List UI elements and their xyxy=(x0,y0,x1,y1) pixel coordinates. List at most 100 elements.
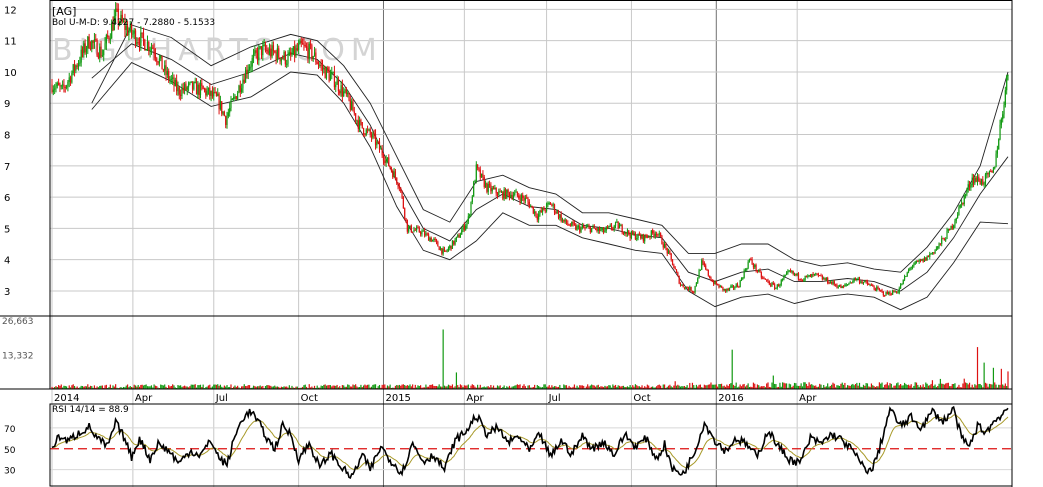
candle-body xyxy=(804,275,806,280)
volume-bar xyxy=(455,372,458,389)
candle-body xyxy=(538,214,540,220)
candle-body xyxy=(828,283,830,285)
volume-bar xyxy=(420,385,422,389)
candle-body xyxy=(559,214,561,218)
volume-bar xyxy=(209,384,211,389)
volume-bar xyxy=(543,384,545,389)
volume-bar xyxy=(519,384,521,389)
volume-bar xyxy=(272,386,275,389)
volume-bar xyxy=(565,385,568,389)
volume-bar xyxy=(198,385,200,389)
candle-body xyxy=(343,91,345,97)
candle-body xyxy=(134,30,137,45)
volume-bar xyxy=(767,382,769,389)
volume-bar xyxy=(459,384,461,389)
candle-body xyxy=(359,120,361,129)
volume-bar xyxy=(742,384,744,389)
volume-bar xyxy=(835,387,837,389)
candle-body xyxy=(365,129,367,135)
candle-body xyxy=(491,188,493,192)
candle-body xyxy=(117,8,119,24)
volume-bar xyxy=(507,387,509,389)
candle-body xyxy=(360,120,362,122)
volume-bar xyxy=(999,384,1001,389)
candle-body xyxy=(58,82,60,86)
volume-bar xyxy=(941,383,943,389)
volume-bar xyxy=(256,386,259,389)
candle-body xyxy=(340,85,342,94)
candle-body xyxy=(92,40,94,43)
candle-body xyxy=(356,120,358,122)
candle-body xyxy=(239,85,241,92)
volume-bar xyxy=(833,383,835,389)
volume-bar xyxy=(666,386,668,389)
candle-body xyxy=(882,291,884,296)
volume-bar xyxy=(317,387,320,389)
volume-bar xyxy=(180,385,182,389)
volume-bar xyxy=(673,385,675,389)
candle-body xyxy=(674,267,676,270)
candle-body xyxy=(648,236,650,238)
candle-body xyxy=(575,224,577,230)
volume-bar xyxy=(386,385,389,389)
volume-bar xyxy=(467,384,469,389)
candle-body xyxy=(264,44,267,50)
volume-bar xyxy=(534,384,536,389)
volume-bar xyxy=(687,387,690,389)
candle-body xyxy=(992,168,995,173)
candle-body xyxy=(233,96,235,99)
volume-bar xyxy=(381,384,383,389)
candle-body xyxy=(751,259,753,265)
volume-bar xyxy=(991,384,993,389)
candle-body xyxy=(584,227,586,229)
volume-bar xyxy=(72,384,74,389)
candle-body xyxy=(677,272,679,276)
candle-body xyxy=(836,285,838,288)
candle-body xyxy=(229,107,231,113)
volume-bar xyxy=(499,385,501,389)
volume-bar xyxy=(150,385,153,389)
candle-body xyxy=(463,225,465,230)
volume-bar xyxy=(870,383,873,389)
volume-bar xyxy=(885,384,887,389)
y-tick-label: 6 xyxy=(4,193,10,204)
volume-bar xyxy=(861,387,863,389)
candle-body xyxy=(857,278,859,280)
volume-bar xyxy=(210,387,212,389)
candle-body xyxy=(880,290,882,292)
candle-body xyxy=(193,82,195,90)
volume-bar xyxy=(686,385,688,389)
candle-body xyxy=(735,284,737,288)
volume-bar xyxy=(214,384,216,389)
candle-body xyxy=(462,225,464,231)
volume-bar xyxy=(866,383,869,389)
volume-bar xyxy=(674,381,676,389)
panel-frames xyxy=(0,0,1013,487)
candle-body xyxy=(252,54,255,59)
volume-bar xyxy=(365,385,367,389)
candle-body xyxy=(945,238,947,241)
volume-bar xyxy=(230,384,232,389)
volume-bar xyxy=(280,386,282,389)
volume-bar xyxy=(715,384,717,389)
candle-body xyxy=(701,260,703,270)
candle-body xyxy=(731,285,733,287)
volume-bar xyxy=(844,382,846,389)
candle-body xyxy=(345,89,347,95)
volume-bar xyxy=(435,386,438,389)
volume-bar xyxy=(850,384,853,389)
volume-bar xyxy=(536,385,538,389)
volume-bar xyxy=(451,384,454,389)
candle-body xyxy=(930,253,932,255)
volume-bar xyxy=(945,383,947,389)
candle-body xyxy=(84,43,86,53)
candle-body xyxy=(235,96,237,100)
candle-body xyxy=(312,56,314,59)
candle-body xyxy=(886,291,888,295)
volume-bar xyxy=(617,385,619,389)
candle-body xyxy=(231,98,233,100)
candle-body xyxy=(413,229,415,232)
candle-body xyxy=(280,58,282,62)
candle-body xyxy=(609,225,611,227)
candle-body xyxy=(549,203,552,205)
